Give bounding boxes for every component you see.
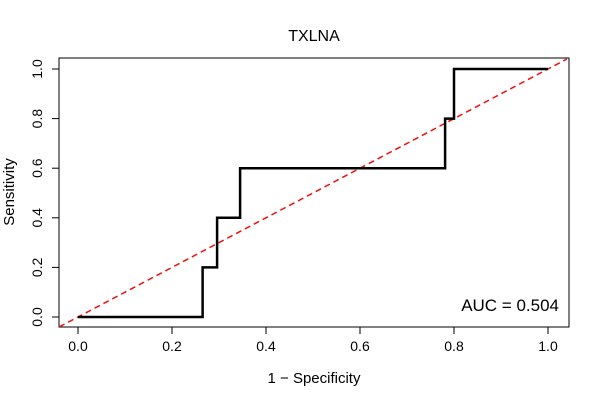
y-tick-label: 0.8 xyxy=(29,109,45,129)
x-tick-label: 0.8 xyxy=(444,338,464,354)
y-tick-label: 0.2 xyxy=(29,257,45,277)
auc-annotation: AUC = 0.504 xyxy=(461,296,559,315)
chart-title: TXLNA xyxy=(288,28,340,45)
y-tick-label: 0.0 xyxy=(29,307,45,327)
x-axis-title: 1 − Specificity xyxy=(268,370,361,387)
x-tick-label: 0.0 xyxy=(68,338,88,354)
y-axis-title: Sensitivity xyxy=(1,158,18,226)
reference-diagonal-line xyxy=(59,58,568,327)
roc-curve xyxy=(78,67,548,319)
x-tick-label: 0.2 xyxy=(162,338,182,354)
plot-frame xyxy=(58,57,570,328)
x-tick-label: 0.6 xyxy=(350,338,370,354)
x-tick-label: 1.0 xyxy=(538,338,558,354)
y-tick-label: 1.0 xyxy=(29,59,45,79)
plot-area xyxy=(59,58,568,327)
x-tick-label: 0.4 xyxy=(256,338,276,354)
y-axis: 0.0 0.2 0.4 0.6 0.8 1.0 xyxy=(29,59,60,327)
y-tick-label: 0.4 xyxy=(29,208,45,228)
y-tick-label: 0.6 xyxy=(29,158,45,178)
x-axis: 0.0 0.2 0.4 0.6 0.8 1.0 xyxy=(68,326,558,354)
